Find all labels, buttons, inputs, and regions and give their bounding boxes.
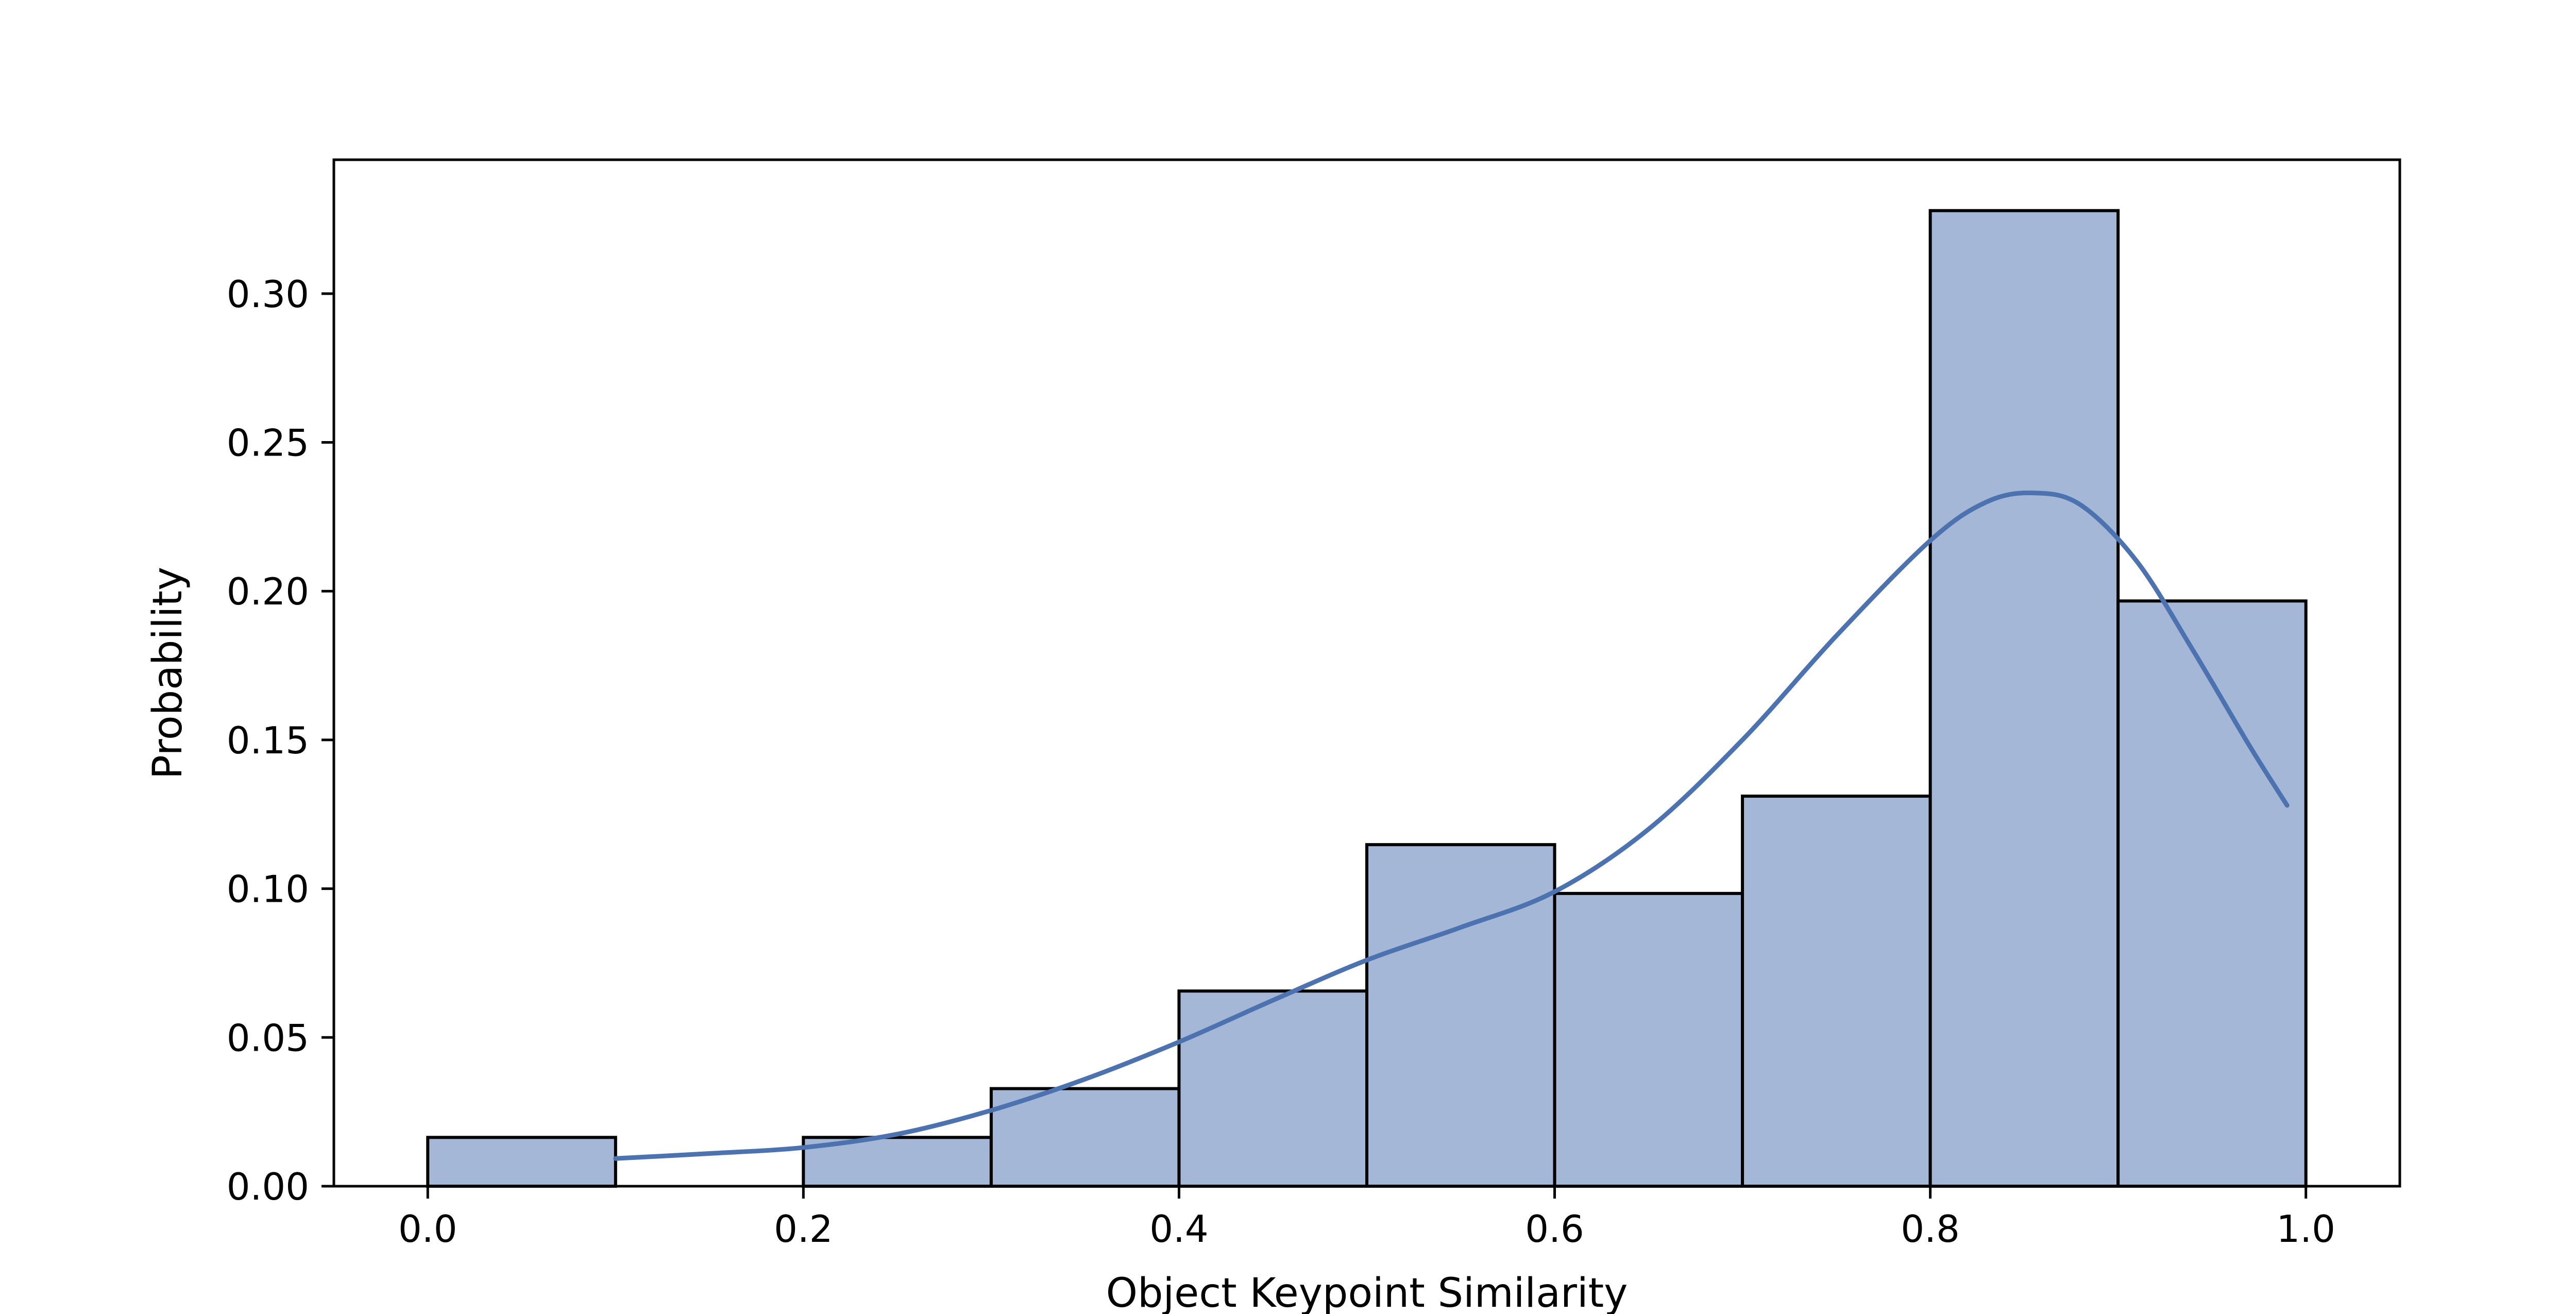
x-tick-label: 0.4	[1149, 1207, 1209, 1251]
y-tick-label: 0.00	[227, 1165, 309, 1208]
kde-curve	[613, 491, 2290, 1161]
y-axis-ticks: 0.00 0.05 0.10 0.15 0.20 0.25 0.30	[227, 273, 334, 1208]
x-tick-label: 0.2	[774, 1207, 833, 1251]
x-tick-label: 0.8	[1901, 1207, 1960, 1251]
histogram-bar-0	[426, 1136, 617, 1188]
x-axis-label: Object Keypoint Similarity	[1106, 1270, 1628, 1314]
plot-frame	[332, 158, 2401, 1188]
histogram-bar-8	[1928, 209, 2120, 1188]
histogram-bar-4	[1177, 989, 1369, 1188]
y-tick-label: 0.10	[227, 868, 309, 911]
y-tick-label: 0.25	[227, 422, 309, 465]
x-tick-label: 0.6	[1525, 1207, 1584, 1251]
histogram-bar-3	[989, 1087, 1181, 1188]
y-tick-label: 0.15	[227, 719, 309, 762]
x-axis-ticks: 0.0 0.2 0.4 0.6 0.8 1.0	[398, 1186, 2335, 1251]
y-tick-label: 0.05	[227, 1016, 309, 1059]
histogram-bar-6	[1553, 891, 1744, 1188]
histogram-bar-9	[2116, 599, 2308, 1188]
x-tick-label: 1.0	[2276, 1207, 2335, 1251]
histogram-bars	[426, 209, 2308, 1188]
y-tick-label: 0.30	[227, 273, 309, 316]
y-tick-label: 0.20	[227, 570, 309, 613]
histogram-bar-7	[1741, 795, 1932, 1188]
x-tick-label: 0.0	[398, 1207, 457, 1251]
histogram-bar-5	[1365, 843, 1556, 1188]
y-axis-label: Probability	[145, 567, 191, 779]
